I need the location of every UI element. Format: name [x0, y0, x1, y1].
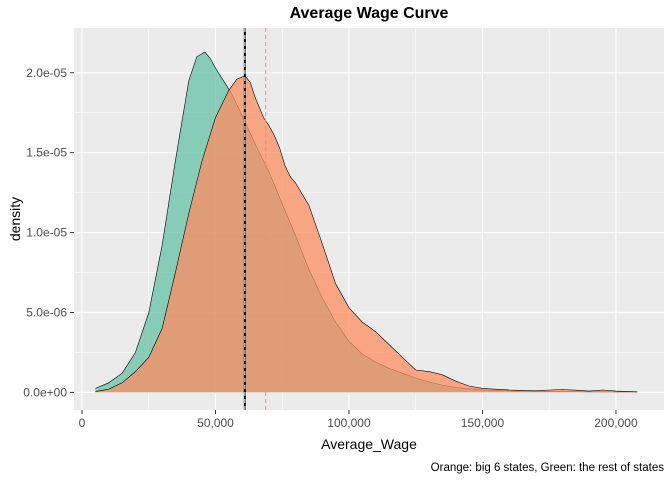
axis-ticks: 0 50,000 100,000 150,000 200,000 0.0e+00 5.0e-… [23, 66, 638, 430]
x-tick-label: 200,000 [594, 416, 638, 430]
x-tick-label: 0 [79, 416, 86, 430]
y-tick-label: 2.0e-05 [26, 66, 67, 80]
x-tick-label: 150,000 [461, 416, 505, 430]
density-outline-2 [95, 75, 638, 393]
x-tick-label: 100,000 [327, 416, 371, 430]
chart-title: Average Wage Curve [289, 5, 449, 22]
density-areas [95, 51, 638, 393]
density-area-2 [95, 75, 638, 393]
y-tick-label: 0.0e+00 [23, 385, 67, 399]
mean-lines [243, 28, 267, 410]
chart-caption: Orange: big 6 states, Green: the rest of… [431, 462, 665, 474]
x-tick-label: 50,000 [197, 416, 234, 430]
x-axis-title: Average_Wage [321, 436, 417, 452]
y-tick-label: 5.0e-06 [26, 306, 67, 320]
y-axis-title: density [7, 197, 23, 241]
y-tick-label: 1.0e-05 [26, 226, 67, 240]
y-tick-label: 1.5e-05 [26, 146, 67, 160]
